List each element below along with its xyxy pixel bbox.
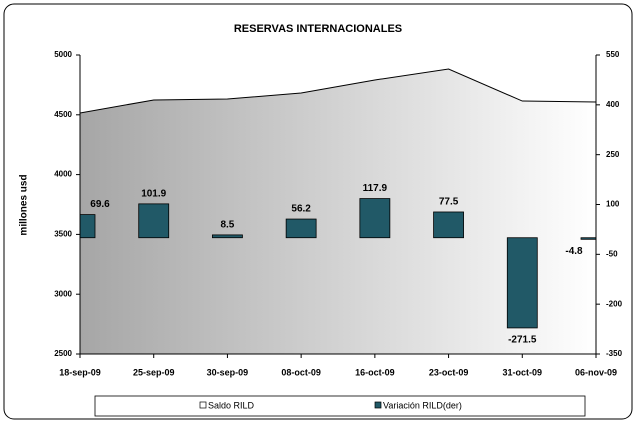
data-label: 77.5 bbox=[439, 197, 459, 208]
x-tick-label: 23-oct-09 bbox=[429, 367, 469, 377]
y-tick-label: 4000 bbox=[54, 170, 72, 179]
y-axis-label: millones usd bbox=[19, 174, 30, 235]
legend-swatch bbox=[199, 401, 207, 409]
data-label: -271.5 bbox=[508, 335, 537, 346]
bar bbox=[212, 234, 243, 239]
data-label: 69.6 bbox=[90, 199, 110, 210]
x-tick-label: 16-oct-09 bbox=[355, 367, 395, 377]
y2-tick-label: 400 bbox=[606, 100, 620, 109]
y2-tick-label: -350 bbox=[606, 349, 623, 358]
area-line bbox=[80, 68, 596, 114]
data-label: 101.9 bbox=[141, 189, 166, 200]
area-fill bbox=[80, 68, 596, 355]
y-tick-label: 3000 bbox=[54, 289, 72, 298]
bar bbox=[138, 203, 170, 239]
y2-tick-label: -200 bbox=[606, 299, 623, 308]
x-tick-label: 06-nov-09 bbox=[575, 367, 617, 377]
x-tick-label: 30-sep-09 bbox=[207, 367, 249, 377]
x-tick-label: 25-sep-09 bbox=[133, 367, 175, 377]
legend-label: Variación RILD(der) bbox=[383, 400, 462, 410]
bar bbox=[359, 198, 391, 239]
data-label: 8.5 bbox=[220, 220, 234, 231]
bar bbox=[285, 218, 317, 239]
y-tick-label: 5000 bbox=[54, 50, 72, 59]
bar bbox=[506, 237, 538, 329]
data-label: 56.2 bbox=[291, 204, 311, 215]
data-label: 117.9 bbox=[363, 183, 388, 194]
legend bbox=[94, 395, 586, 417]
y2-tick-label: 100 bbox=[606, 200, 620, 209]
x-tick-label: 31-oct-09 bbox=[503, 367, 543, 377]
y-tick-label: 3500 bbox=[54, 230, 72, 239]
y2-tick-label: -50 bbox=[606, 249, 618, 258]
bar bbox=[80, 214, 96, 239]
chart-title: RESERVAS INTERNACIONALES bbox=[234, 23, 402, 35]
legend-swatch bbox=[374, 401, 382, 409]
y-tick-label: 2500 bbox=[54, 349, 72, 358]
bar bbox=[580, 237, 596, 240]
legend-label: Saldo RILD bbox=[208, 400, 255, 410]
plot-area bbox=[80, 68, 596, 355]
y2-tick-label: 550 bbox=[606, 50, 620, 59]
bar bbox=[433, 211, 464, 239]
x-tick-label: 18-sep-09 bbox=[59, 367, 101, 377]
y-tick-label: 4500 bbox=[54, 110, 72, 119]
y2-tick-label: 250 bbox=[606, 150, 620, 159]
data-label: -4.8 bbox=[565, 246, 583, 257]
x-tick-label: 08-oct-09 bbox=[281, 367, 321, 377]
